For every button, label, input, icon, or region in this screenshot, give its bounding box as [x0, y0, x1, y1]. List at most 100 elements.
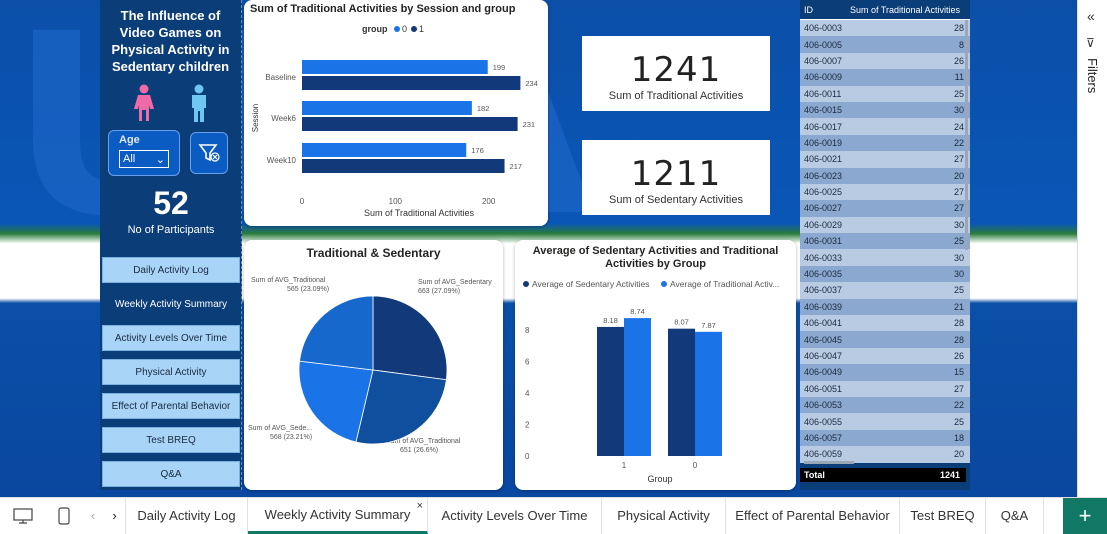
cell-id: 406-0041	[804, 318, 843, 329]
cell-id: 406-0025	[804, 187, 843, 198]
cell-id: 406-0003	[804, 23, 843, 34]
clear-filter-button[interactable]	[190, 132, 228, 174]
avg-y-tick: 6	[525, 357, 530, 366]
filters-pane[interactable]: « ⊽ Filters	[1077, 0, 1107, 497]
table-row[interactable]: 406-0055 25	[800, 413, 970, 430]
page-tab-6[interactable]: Q&A	[986, 497, 1044, 534]
table-row[interactable]: 406-0021 27	[800, 151, 970, 168]
page-tab-bar: ‹ › Daily Activity Log Weekly Activity Su…	[0, 497, 1107, 534]
bar-Baseline-1[interactable]	[302, 76, 521, 90]
table-row[interactable]: 406-0003 28	[800, 20, 970, 37]
average-chart-title-line1: Average of Sedentary Activities and Trad…	[532, 245, 779, 257]
col-sum-header[interactable]: Sum of Traditional Activities	[850, 4, 961, 15]
table-row[interactable]: 406-0045 28	[800, 331, 970, 348]
nav-button-4[interactable]: Effect of Parental Behavior	[102, 393, 240, 419]
table-row[interactable]: 406-0033 30	[800, 249, 970, 266]
avg-bar-1-0[interactable]	[597, 326, 624, 456]
page-tab-0[interactable]: Daily Activity Log	[126, 497, 248, 534]
pie-label-1-value: 565 (23.09%)	[287, 286, 329, 293]
table-row[interactable]: 406-0009 11	[800, 69, 970, 86]
table-row[interactable]: 406-0017 24	[800, 118, 970, 135]
pie-label-4-name: Sum of AVG_Traditional	[386, 438, 461, 445]
avg-bar-0-0[interactable]	[668, 328, 695, 456]
nav-button-2[interactable]: Activity Levels Over Time	[102, 325, 240, 351]
pie-slice-1[interactable]	[355, 369, 447, 445]
cell-id: 406-0027	[804, 203, 843, 214]
table-row[interactable]: 406-0057 18	[800, 429, 970, 447]
participant-table[interactable]: ID Sum of Traditional Activities 406-000…	[800, 0, 970, 490]
avg-legend-marker-0	[523, 281, 529, 287]
table-row[interactable]: 406-0031 25	[800, 233, 970, 250]
sidebar: The Influence of Video Games on Physical…	[100, 0, 242, 490]
filters-label[interactable]: Filters	[1085, 58, 1100, 94]
bar-Week10-1[interactable]	[302, 159, 505, 173]
table-row[interactable]: 406-0035 30	[800, 265, 970, 283]
cell-sum: 22	[953, 400, 964, 411]
avg-bar-0-1[interactable]	[695, 331, 722, 456]
nav-button-1[interactable]: Weekly Activity Summary	[102, 291, 240, 317]
page-tab-2[interactable]: Activity Levels Over Time	[428, 497, 602, 534]
table-row[interactable]: 406-0027 27	[800, 200, 970, 217]
table-row[interactable]: 406-0007 26	[800, 52, 970, 70]
table-row[interactable]: 406-0025 27	[800, 183, 970, 201]
participants-count: 52	[153, 185, 189, 221]
add-page-button[interactable]: +	[1063, 498, 1107, 534]
nav-button-0[interactable]: Daily Activity Log	[102, 257, 240, 283]
bar-Week6-1[interactable]	[302, 117, 518, 131]
kpi-traditional-label: Sum of Traditional Activities	[608, 90, 744, 102]
average-chart-card[interactable]: Average of Sedentary Activities and Trad…	[515, 240, 796, 490]
prev-page-icon[interactable]: ‹	[90, 508, 96, 523]
table-row[interactable]: 406-0015 30	[800, 101, 970, 119]
cell-sum: 24	[953, 121, 964, 132]
nav-button-6[interactable]: Q&A	[102, 461, 240, 487]
pie-slice-0[interactable]	[372, 295, 448, 381]
table-row[interactable]: 406-0005 8	[800, 36, 970, 53]
table-row[interactable]: 406-0037 25	[800, 282, 970, 299]
avg-bar-1-1[interactable]	[624, 318, 651, 456]
table-hscrollbar[interactable]	[804, 461, 854, 464]
nav-button-5[interactable]: Test BREQ	[102, 427, 240, 453]
table-row[interactable]: 406-0053 22	[800, 396, 970, 414]
next-page-icon[interactable]: ›	[104, 497, 126, 534]
cell-sum: 30	[953, 105, 964, 116]
category-label: Week10	[267, 156, 297, 165]
bar-Week6-0[interactable]	[302, 101, 472, 115]
table-body: 406-0003 28 406-0005 8 406-0007 26 406-0009 11 4…	[800, 20, 970, 463]
page-tab-4[interactable]: Effect of Parental Behavior	[726, 497, 900, 534]
desktop-view-icon[interactable]	[0, 498, 46, 534]
bar-Baseline-0[interactable]	[302, 60, 488, 74]
bar-Week10-0[interactable]	[302, 143, 467, 157]
session-bar-chart-card[interactable]: Sum of Traditional Activities by Session…	[244, 0, 548, 226]
table-row[interactable]: 406-0041 28	[800, 315, 970, 332]
pie-chart-card[interactable]: Traditional & Sedentary Sum of AVG_Tradi…	[244, 240, 503, 490]
page-tab-5[interactable]: Test BREQ	[900, 497, 986, 534]
age-dropdown[interactable]: All ⌄	[119, 150, 169, 168]
table-row[interactable]: 406-0047 26	[800, 347, 970, 365]
close-tab-icon[interactable]: ×	[416, 499, 423, 512]
participants-card: 52 No of Participants	[100, 185, 242, 236]
avg-y-tick: 2	[525, 420, 530, 429]
table-scrollbar[interactable]	[965, 20, 968, 250]
table-row[interactable]: 406-0019 22	[800, 134, 970, 152]
collapse-icon[interactable]: «	[1087, 8, 1095, 24]
table-row[interactable]: 406-0039 21	[800, 298, 970, 316]
pie-label-3-value: 568 (23.21%)	[270, 434, 312, 441]
table-row[interactable]: 406-0051 27	[800, 380, 970, 397]
cell-sum: 21	[953, 301, 964, 312]
col-id-header[interactable]: ID	[804, 4, 813, 15]
page-tab-1[interactable]: Weekly Activity Summary ×	[248, 497, 428, 534]
cell-id: 406-0039	[804, 301, 843, 312]
nav-button-3[interactable]: Physical Activity	[102, 359, 240, 385]
table-row[interactable]: 406-0059 20	[800, 446, 970, 463]
age-slicer[interactable]: Age All ⌄	[108, 130, 180, 176]
table-row[interactable]: 406-0023 20	[800, 167, 970, 184]
mobile-view-icon[interactable]	[46, 498, 82, 534]
pie-slice-2[interactable]	[298, 360, 374, 443]
page-tab-3[interactable]: Physical Activity	[602, 497, 726, 534]
cell-id: 406-0023	[804, 170, 843, 181]
bar-value-label: 217	[510, 162, 523, 171]
pie-slice-3[interactable]	[299, 295, 374, 371]
table-row[interactable]: 406-0011 25	[800, 85, 970, 102]
table-row[interactable]: 406-0029 30	[800, 216, 970, 234]
table-row[interactable]: 406-0049 15	[800, 364, 970, 381]
